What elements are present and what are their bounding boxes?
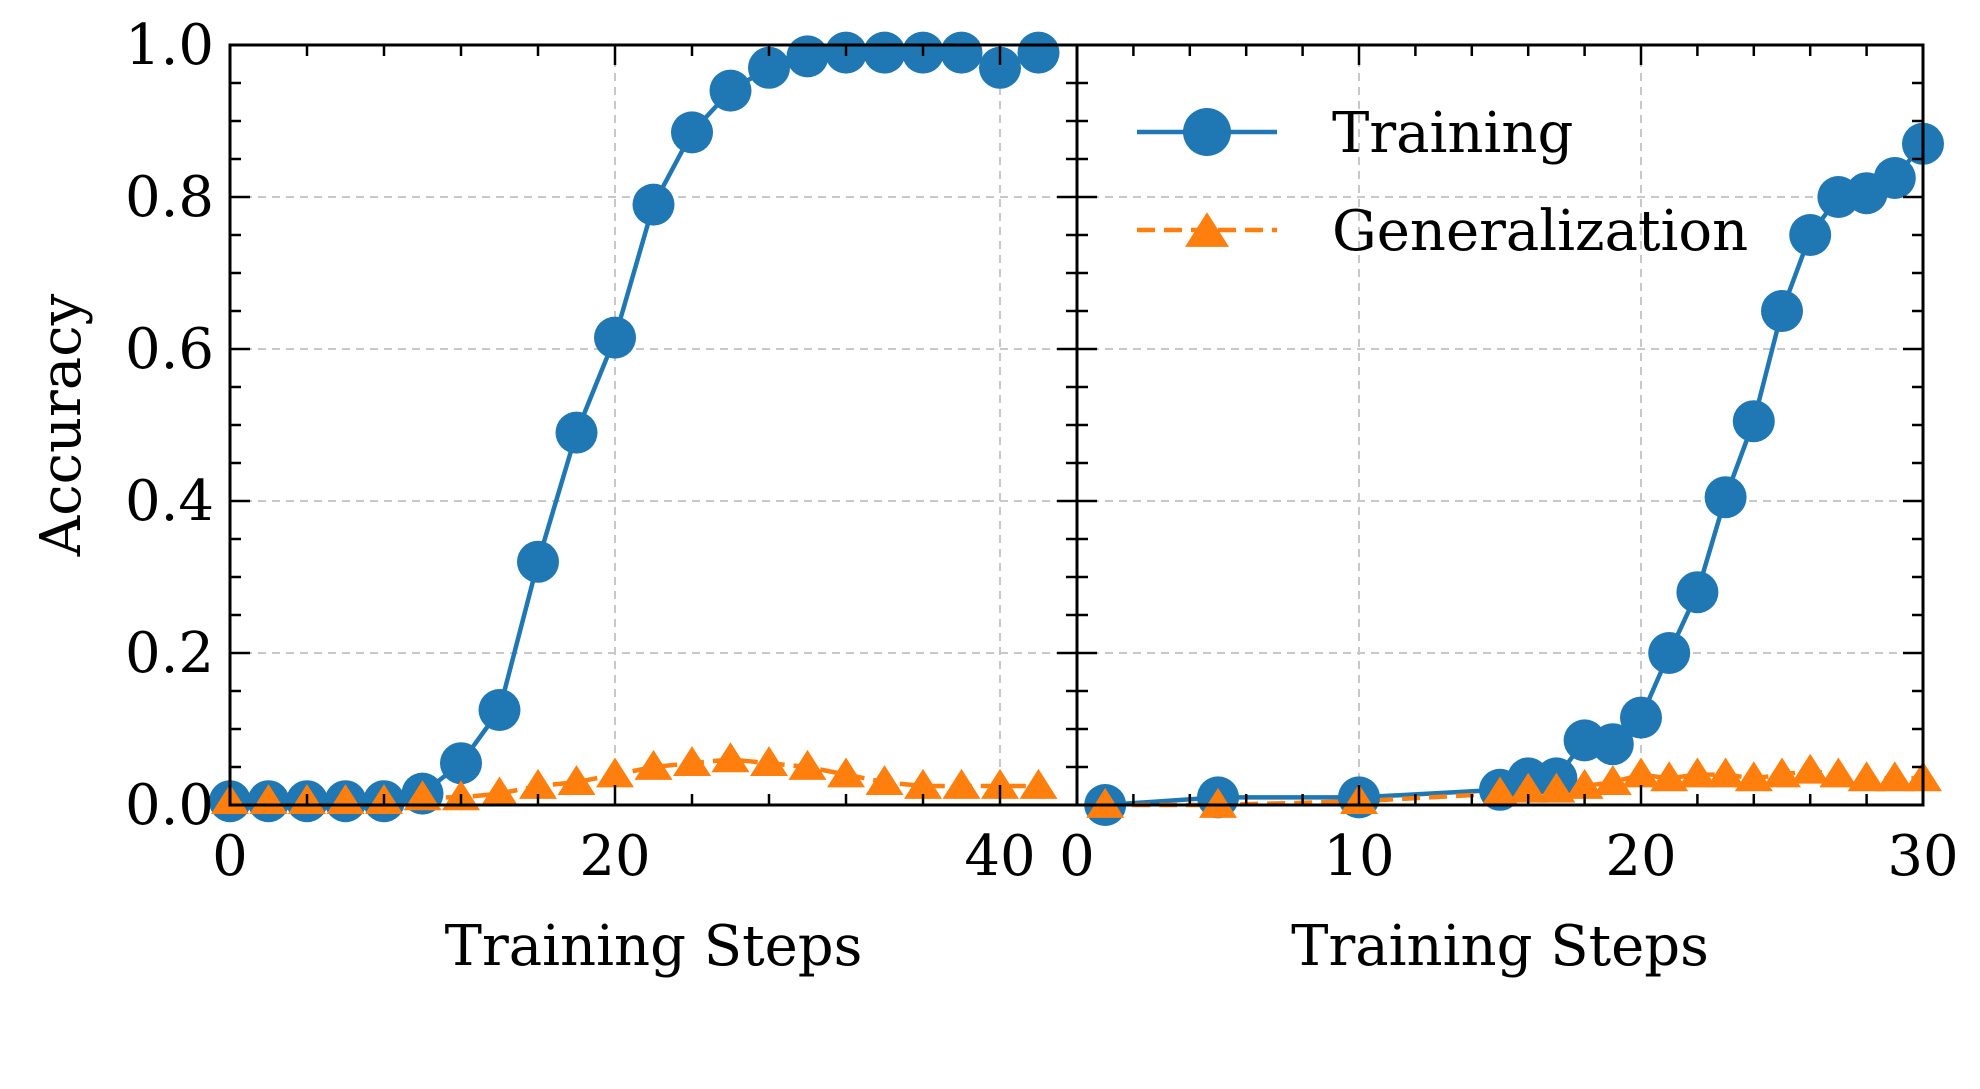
left-x-axis-label: Training Steps (445, 914, 863, 979)
left-ytick-label-2: 0.4 (125, 469, 214, 534)
right-series-0-point-9 (1648, 632, 1691, 674)
left-series-0-point-7 (478, 689, 521, 731)
right-series-0-point-7 (1591, 723, 1634, 766)
left-series-1-point-20 (981, 768, 1019, 799)
left-series-0-point-17 (863, 31, 906, 74)
right-series-0-point-11 (1704, 476, 1747, 519)
left-series-1-point-9 (557, 765, 596, 796)
left-y-axis-label: Accuracy (29, 293, 94, 557)
panel-right: 0 10 20 30 Training Steps Training Generalizat… (1059, 43, 1959, 979)
left-ytick-label-1: 0.2 (125, 621, 214, 686)
left-series-1-point-10 (596, 757, 634, 788)
left-series-1-point-15 (788, 749, 827, 780)
right-series-0-point-17 (1873, 157, 1916, 199)
legend-label-0: Training (1332, 101, 1573, 166)
panel-left: 0 20 40 0.0 0.2 0.4 0.6 0.8 1.0 Training Steps Acc… (29, 13, 1079, 979)
left-series-1-point-3 (326, 784, 365, 815)
left-series-1-point-19 (942, 768, 981, 799)
right-series-0-point-12 (1732, 400, 1775, 443)
left-series-1-point-17 (865, 765, 904, 796)
left-series-1-point-8 (519, 768, 557, 799)
left-series-0-point-19 (940, 31, 983, 74)
right-series-1-point-6 (1565, 768, 1604, 799)
left-xtick-label-0: 0 (212, 824, 248, 889)
right-series-1-point-17 (1875, 761, 1914, 792)
right-series-1-point-14 (1791, 753, 1830, 784)
left-series-0-point-20 (979, 46, 1021, 89)
left-ytick-label-0: 0.0 (125, 773, 214, 838)
right-series-1-point-7 (1593, 765, 1632, 796)
right-xtick-label-1: 10 (1323, 824, 1394, 889)
left-series-0-point-9 (555, 411, 598, 454)
right-xtick-label-2: 20 (1605, 824, 1676, 889)
right-series-1-point-11 (1706, 757, 1745, 788)
left-series-0-point-12 (671, 111, 713, 154)
right-series-1-point-13 (1763, 757, 1801, 788)
left-series-0-point-8 (517, 540, 559, 583)
right-xtick-label-3: 30 (1887, 824, 1958, 889)
left-series-1-line (230, 757, 1039, 804)
left-series-1-point-18 (904, 768, 942, 799)
legend-label-1: Generalization (1332, 199, 1748, 264)
right-series-1-point-1 (1199, 787, 1237, 818)
left-ytick-label-4: 0.8 (125, 165, 214, 230)
left-series-0-point-14 (748, 46, 790, 89)
right-series-1-point-4 (1509, 772, 1548, 803)
left-ytick-label-5: 1.0 (125, 13, 214, 78)
right-x-axis-label: Training Steps (1291, 914, 1709, 979)
right-series-1-point-15 (1819, 757, 1858, 788)
left-series-1-point-13 (711, 742, 750, 773)
left-series-1-point-21 (1019, 768, 1058, 799)
left-series-1-point-1 (249, 784, 288, 815)
left-series-1-point-16 (827, 757, 865, 788)
left-series-0-point-6 (440, 742, 482, 785)
right-series-1-point-9 (1650, 761, 1689, 792)
left-series-1-point-7 (480, 776, 519, 807)
right-series-0-point-14 (1789, 214, 1832, 256)
right-series-1-point-3 (1481, 776, 1519, 807)
left-series-0-point-21 (1017, 31, 1060, 74)
left-series-0-point-11 (632, 183, 675, 226)
right-series-1-point-16 (1847, 761, 1886, 792)
right-series-1-point-5 (1537, 772, 1576, 803)
left-xtick-label-2: 40 (964, 824, 1035, 889)
left-ytick-label-3: 0.6 (125, 317, 214, 382)
left-series-1-point-12 (673, 746, 711, 777)
left-series-1-point-11 (634, 749, 673, 780)
left-series-0-point-10 (594, 316, 636, 359)
left-series-0-point-15 (786, 35, 829, 78)
left-series-1-point-14 (750, 746, 788, 777)
right-series-1-point-8 (1622, 757, 1660, 788)
legend-marker-0 (1183, 108, 1231, 156)
right-series-0-point-13 (1761, 290, 1803, 332)
right-series-0-point-8 (1620, 696, 1662, 739)
left-series-1-point-5 (403, 780, 442, 811)
legend-marker-1 (1185, 212, 1229, 247)
right-series-1-point-0 (1086, 787, 1125, 818)
right-frame (1075, 43, 1925, 807)
right-series-1-point-12 (1734, 761, 1773, 792)
right-xtick-label-0: 0 (1059, 824, 1095, 889)
right-series-1-point-10 (1678, 757, 1717, 788)
right-series-0-point-10 (1676, 571, 1719, 614)
left-series-0-point-13 (709, 69, 752, 112)
left-xtick-label-1: 20 (579, 824, 650, 889)
